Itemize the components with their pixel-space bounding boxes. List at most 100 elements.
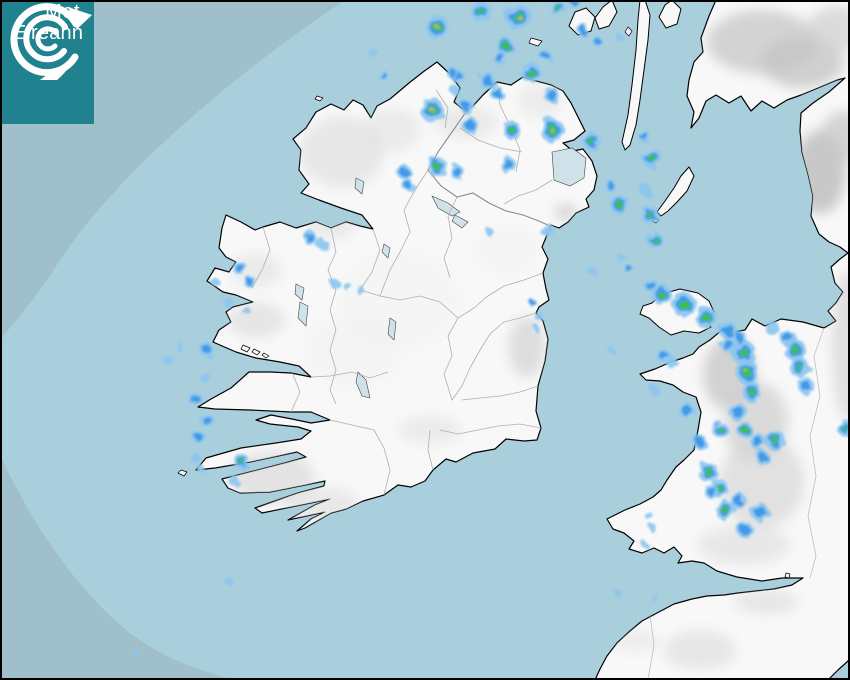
- precip-cell: [647, 232, 663, 248]
- precip-cell: [642, 148, 662, 168]
- precip-cell: [541, 228, 549, 236]
- landmass-blasket-islands: [177, 469, 188, 477]
- precip-cell: [715, 500, 735, 520]
- precip-cell: [643, 278, 657, 292]
- met-eireann-logo: Met Éireann: [2, 2, 94, 124]
- precip-cell: [577, 24, 589, 36]
- precip-cell: [506, 4, 532, 30]
- precip-cell: [588, 268, 596, 276]
- county-border: [290, 371, 301, 413]
- landmass-arran: [658, 0, 682, 29]
- terrain-patch: [478, 226, 538, 274]
- precip-cell: [244, 276, 256, 288]
- precipitation-layer: [132, 0, 850, 655]
- precip-cell: [500, 157, 516, 173]
- precip-cell: [163, 355, 173, 365]
- landmass-isle-of-man: [656, 166, 695, 217]
- terrain-patch: [698, 525, 790, 565]
- precip-cell: [176, 344, 184, 352]
- precip-cell: [303, 231, 317, 245]
- precip-cell: [798, 378, 814, 394]
- precip-cell: [540, 118, 564, 142]
- precip-cell: [132, 649, 138, 655]
- precip-cell: [751, 503, 769, 521]
- lough-mask: [294, 283, 305, 301]
- northern-ireland-border: [427, 111, 553, 228]
- terrain-patch: [304, 314, 400, 390]
- precip-cell: [189, 393, 203, 407]
- terrain-patch: [664, 630, 736, 670]
- precip-cell: [200, 372, 210, 382]
- precip-cell: [200, 413, 214, 427]
- precip-cell: [233, 261, 247, 275]
- precip-cell: [196, 464, 204, 472]
- county-border: [359, 228, 381, 291]
- precip-cell: [529, 299, 537, 307]
- precip-cell: [460, 100, 474, 114]
- county-border: [443, 196, 458, 279]
- precip-cell: [616, 591, 624, 599]
- precip-cell: [765, 430, 785, 450]
- precip-cell: [625, 265, 635, 275]
- precip-cell: [369, 49, 377, 57]
- precip-cell: [420, 98, 444, 122]
- precip-cell: [193, 431, 205, 443]
- precip-cell: [609, 347, 615, 353]
- precip-cell: [742, 382, 762, 402]
- precip-cell: [755, 450, 769, 464]
- precip-cell: [533, 325, 539, 331]
- precip-cell: [837, 420, 850, 436]
- lough-conn: [354, 177, 365, 195]
- county-border: [251, 226, 271, 289]
- precip-cell: [356, 286, 364, 294]
- precip-cell: [478, 71, 496, 89]
- precip-cell: [427, 157, 447, 177]
- precip-cell: [397, 165, 411, 179]
- precip-cell: [521, 63, 541, 83]
- precip-cell: [698, 462, 718, 482]
- precip-cell: [402, 179, 414, 191]
- precip-cell: [730, 492, 746, 508]
- met-eireann-spiral-icon: [10, 3, 92, 80]
- terrain-patch: [300, 116, 384, 188]
- precip-cell: [190, 453, 200, 463]
- precip-cell: [211, 278, 219, 286]
- terrain-patch: [760, 36, 844, 88]
- terrain-patch: [614, 631, 658, 651]
- precip-cell: [223, 297, 233, 307]
- precip-cell: [503, 121, 521, 139]
- lough-neagh: [551, 147, 587, 187]
- terrain-patch: [734, 590, 798, 614]
- precip-cell: [642, 542, 648, 548]
- terrain-patch: [364, 108, 420, 152]
- precip-cell: [750, 434, 766, 450]
- terrain-patch: [821, 111, 850, 163]
- precip-cell: [330, 279, 340, 289]
- terrain-patch: [228, 302, 284, 338]
- county-border: [435, 89, 449, 129]
- county-border: [443, 307, 475, 375]
- precip-cell: [650, 385, 660, 395]
- precip-cell: [471, 2, 491, 22]
- precip-cell: [695, 307, 717, 329]
- precip-cell: [583, 132, 601, 150]
- precip-cell: [656, 348, 670, 362]
- precip-cell: [765, 321, 779, 335]
- precip-cell: [344, 283, 352, 291]
- lough-allen: [381, 243, 391, 259]
- landmass-lundy-island: [784, 572, 791, 579]
- precip-cell: [641, 206, 659, 224]
- terrain-patch: [509, 317, 545, 377]
- precip-cell: [731, 340, 755, 364]
- precip-cell: [712, 422, 728, 438]
- region-border: [647, 614, 655, 680]
- precip-cell: [486, 228, 494, 236]
- precip-cell: [639, 131, 651, 143]
- precip-cell: [610, 195, 630, 215]
- county-border: [459, 127, 523, 153]
- landmass-jura: [594, 0, 618, 30]
- landmass-gigha: [624, 26, 633, 37]
- precip-cell: [234, 454, 250, 470]
- lower-lough-erne: [431, 195, 461, 217]
